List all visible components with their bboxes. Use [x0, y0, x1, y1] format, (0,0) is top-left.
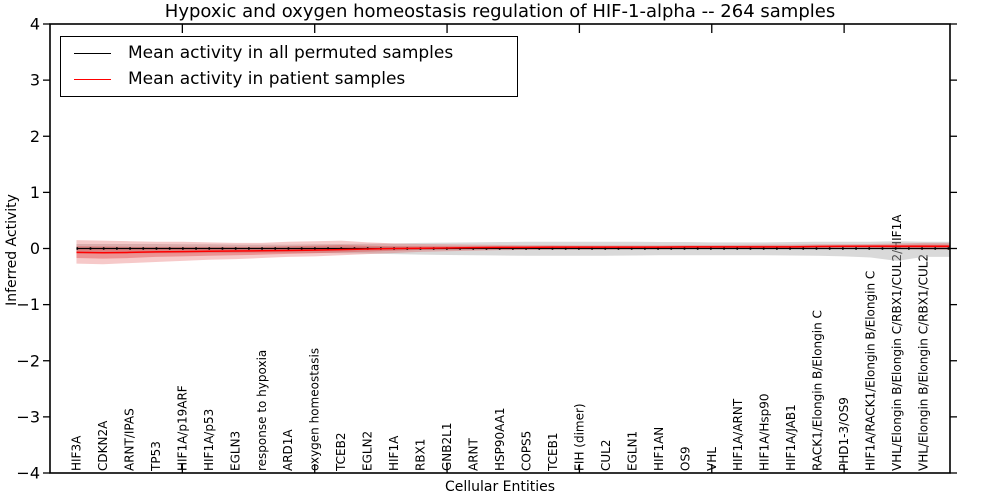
x-tick-label: ARNT/IPAS: [122, 408, 136, 471]
x-tick-label: HIF1A/p19ARF: [175, 385, 189, 471]
x-tick-label: HIF1A/RACK1/Elongin B/Elongin C: [864, 271, 878, 471]
x-tick-label: OS9: [678, 446, 692, 471]
x-tick-label: GNB2L1: [440, 423, 454, 471]
x-tick-label: VHL/Elongin B/Elongin C/RBX1/CUL2: [917, 254, 931, 471]
x-tick-label: ARNT: [467, 437, 481, 471]
x-tick-label: COPS5: [519, 431, 533, 471]
x-tick-label: HIF1A/JAB1: [784, 404, 798, 471]
x-tick-label: CUL2: [599, 440, 613, 471]
legend: Mean activity in all permuted samples Me…: [60, 36, 518, 97]
patient-mean-line: [76, 245, 950, 254]
x-tick-label: HIF1A/p53: [202, 409, 216, 471]
x-tick-label: HIF1AN: [652, 427, 666, 471]
x-tick-label: EGLN1: [625, 431, 639, 471]
x-tick-label: HSP90AA1: [493, 407, 507, 471]
permuted-line-swatch-icon: [74, 53, 111, 55]
x-tick-label: TCEB2: [334, 433, 348, 472]
chart-title: Hypoxic and oxygen homeostasis regulatio…: [164, 1, 836, 22]
y-tick-label: 2: [30, 127, 40, 146]
x-tick-label: HIF3A: [69, 435, 83, 471]
y-tick-label: 1: [30, 183, 40, 202]
x-tick-label: ARD1A: [281, 429, 295, 471]
x-tick-label: RBX1: [414, 439, 428, 471]
x-tick-label: PHD1-3/OS9: [837, 397, 851, 471]
legend-entry-patient: Mean activity in patient samples: [74, 68, 517, 89]
y-tick-label: −4: [16, 464, 40, 483]
patient-line-swatch-icon: [74, 78, 111, 80]
x-tick-label: response to hypoxia: [255, 350, 269, 471]
y-tick-label: 3: [30, 71, 40, 90]
y-tick-label: 0: [30, 239, 40, 258]
y-tick-label: −3: [16, 407, 40, 426]
x-axis-label: Cellular Entities: [444, 479, 556, 495]
x-tick-label: VHL: [705, 447, 719, 471]
axes-border: [49, 23, 951, 474]
x-tick-label: TCEB1: [546, 433, 560, 472]
x-tick-label: oxygen homeostasis: [308, 348, 322, 471]
x-tick-label: HIF1A/ARNT: [731, 398, 745, 471]
legend-label-patient: Mean activity in patient samples: [128, 68, 406, 89]
x-tick-label: EGLN3: [228, 431, 242, 471]
x-tick-label: VHL/Elongin B/Elongin C/RBX1/CUL2/HIF1A: [890, 214, 904, 471]
x-tick-label: HIF1A: [387, 435, 401, 471]
legend-label-permuted: Mean activity in all permuted samples: [128, 43, 454, 64]
y-tick-label: −1: [16, 295, 40, 314]
x-tick-label: HIF1A/Hsp90: [758, 393, 772, 471]
x-tick-label: EGLN2: [361, 431, 375, 471]
x-tick-label: TP53: [149, 441, 163, 472]
x-tick-label: FIH (dimer): [572, 403, 586, 471]
x-tick-label: CDKN2A: [96, 420, 110, 471]
x-tick-label: RACK1/Elongin B/Elongin C: [811, 310, 825, 471]
y-axis-label: Inferred Activity: [4, 194, 20, 306]
y-tick-label: 4: [30, 15, 40, 34]
legend-entry-permuted: Mean activity in all permuted samples: [74, 45, 517, 62]
y-tick-label: −2: [16, 351, 40, 370]
